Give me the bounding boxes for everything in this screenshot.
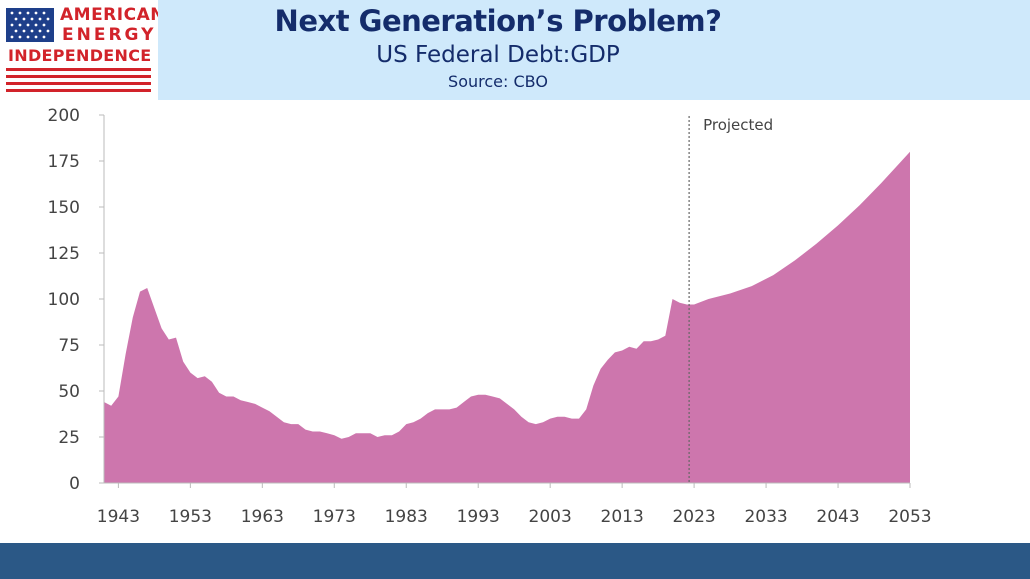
y-tick-label: 150 xyxy=(48,198,80,218)
x-tick-label: 2033 xyxy=(744,507,787,527)
x-tick-label: 1943 xyxy=(97,507,140,527)
x-tick-label: 2053 xyxy=(888,507,931,527)
debt-area xyxy=(104,151,910,484)
y-tick-label: 25 xyxy=(58,428,80,448)
y-tick-label: 175 xyxy=(48,152,80,172)
debt-gdp-chart: 0 25 50 75 100 125 150 175 200 1943 1953 1963 1973 19… xyxy=(48,106,932,527)
y-tick-label: 100 xyxy=(48,290,80,310)
x-tick-label: 2013 xyxy=(601,507,644,527)
footer-bar xyxy=(0,543,1030,579)
y-tick-label: 125 xyxy=(48,244,80,264)
projected-label: Projected xyxy=(703,116,773,134)
chart-title: Next Generation’s Problem? xyxy=(274,4,722,38)
y-tick-label: 50 xyxy=(58,382,80,402)
header-banner: Next Generation’s Problem? US Federal De… xyxy=(158,0,1030,100)
y-tick-label: 75 xyxy=(58,336,80,356)
x-tick-label: 2023 xyxy=(672,507,715,527)
x-tick-label: 1993 xyxy=(457,507,500,527)
chart-area-layer xyxy=(104,151,910,484)
x-tick-label: 2003 xyxy=(529,507,572,527)
flag-stripes xyxy=(6,68,151,92)
flag-stars xyxy=(10,11,50,39)
chart-annotation-layer: Projected xyxy=(688,116,773,483)
logo: AMERICAN ENERGY INDEPENDENCE xyxy=(0,0,164,100)
flag-canton xyxy=(6,8,54,42)
y-tick-label: 200 xyxy=(48,106,80,126)
x-tick-label: 1963 xyxy=(241,507,284,527)
logo-text-line1: AMERICAN xyxy=(60,5,165,25)
logo-text-line2: ENERGY xyxy=(62,25,157,45)
y-tick-label: 0 xyxy=(69,474,80,494)
x-tick-label: 2043 xyxy=(816,507,859,527)
x-tick-label: 1973 xyxy=(313,507,356,527)
logo-text-line3: INDEPENDENCE xyxy=(8,46,152,65)
chart-source: Source: CBO xyxy=(448,72,548,91)
chart-axes-layer: 0 25 50 75 100 125 150 175 200 1943 1953 1963 1973 19… xyxy=(48,106,932,527)
flag-icon xyxy=(6,8,151,92)
chart-subtitle: US Federal Debt:GDP xyxy=(376,42,620,68)
x-tick-label: 1953 xyxy=(169,507,212,527)
x-tick-label: 1983 xyxy=(385,507,428,527)
